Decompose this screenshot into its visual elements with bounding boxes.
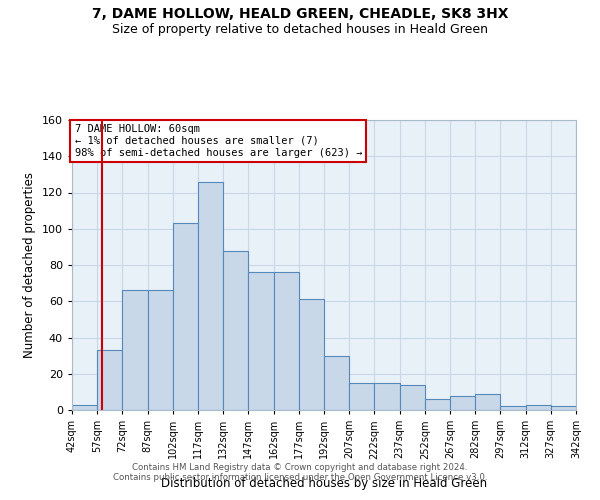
Bar (425, 399, 450, 410)
Bar (324, 356, 349, 410)
Bar (400, 384, 425, 410)
Bar (173, 224, 198, 410)
Text: Distribution of detached houses by size in Heald Green: Distribution of detached houses by size … (161, 477, 487, 490)
Bar (450, 396, 475, 410)
Text: Size of property relative to detached houses in Heald Green: Size of property relative to detached ho… (112, 22, 488, 36)
Y-axis label: Number of detached properties: Number of detached properties (23, 172, 36, 358)
Bar (374, 383, 400, 410)
Bar (72, 404, 97, 410)
Bar (526, 404, 551, 410)
Bar (299, 300, 324, 410)
Bar (198, 182, 223, 410)
Bar (148, 290, 173, 410)
Bar (274, 272, 299, 410)
Text: 7 DAME HOLLOW: 60sqm
← 1% of detached houses are smaller (7)
98% of semi-detache: 7 DAME HOLLOW: 60sqm ← 1% of detached ho… (74, 124, 362, 158)
Text: Contains HM Land Registry data © Crown copyright and database right 2024.: Contains HM Land Registry data © Crown c… (132, 464, 468, 472)
Bar (475, 394, 500, 410)
Text: 7, DAME HOLLOW, HEALD GREEN, CHEADLE, SK8 3HX: 7, DAME HOLLOW, HEALD GREEN, CHEADLE, SK… (92, 8, 508, 22)
Bar (500, 406, 526, 410)
Bar (223, 250, 248, 410)
Text: Contains public sector information licensed under the Open Government Licence v3: Contains public sector information licen… (113, 474, 487, 482)
Bar (551, 406, 576, 410)
Bar (97, 350, 122, 410)
Bar (122, 290, 148, 410)
Bar (248, 272, 274, 410)
Bar (349, 383, 374, 410)
